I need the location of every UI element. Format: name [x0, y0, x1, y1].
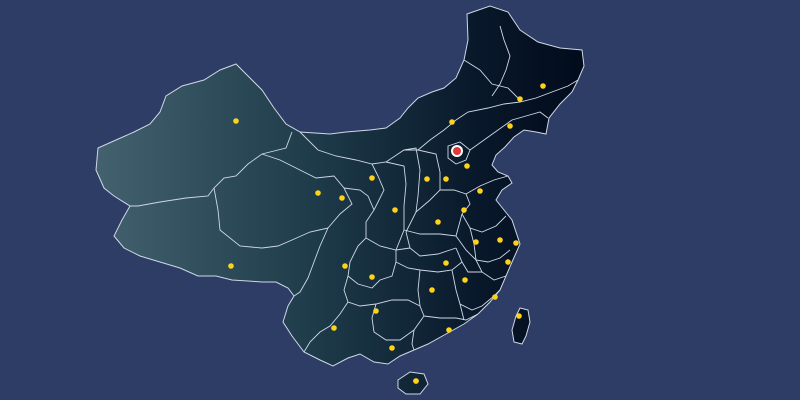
city-marker-gansu[interactable] — [339, 195, 345, 201]
city-marker-shandong-west[interactable] — [461, 207, 467, 213]
city-marker-shaanxi[interactable] — [369, 274, 375, 280]
hainan-island — [397, 371, 429, 395]
city-marker-henan[interactable] — [435, 219, 441, 225]
taiwan-island — [511, 307, 531, 345]
city-marker-fujian[interactable] — [492, 294, 498, 300]
city-marker-guangxi[interactable] — [446, 327, 452, 333]
city-marker-jilin[interactable] — [517, 96, 523, 102]
city-marker-yunnan[interactable] — [389, 345, 395, 351]
city-marker-anhui[interactable] — [473, 239, 479, 245]
city-marker-shandong[interactable] — [477, 188, 483, 194]
china-mainland — [95, 5, 585, 367]
city-marker-qinghai[interactable] — [315, 190, 321, 196]
city-marker-jiangxi[interactable] — [462, 277, 468, 283]
city-marker-shanghai[interactable] — [513, 240, 519, 246]
capital-marker-beijing[interactable] — [453, 147, 461, 155]
city-marker-xinjiang[interactable] — [233, 118, 239, 124]
city-marker-sichuan[interactable] — [342, 263, 348, 269]
city-marker-heilongjiang[interactable] — [540, 83, 546, 89]
city-marker-zhejiang[interactable] — [505, 259, 511, 265]
city-marker-chongqing[interactable] — [373, 308, 379, 314]
city-marker-hainan[interactable] — [413, 378, 419, 384]
city-marker-hebei-south[interactable] — [443, 176, 449, 182]
city-marker-taiwan[interactable] — [516, 313, 522, 319]
city-marker-tianjin[interactable] — [464, 163, 470, 169]
city-marker-ningxia[interactable] — [369, 175, 375, 181]
city-marker-liaoning[interactable] — [507, 123, 513, 129]
city-marker-hunan[interactable] — [429, 287, 435, 293]
city-marker-shanxi[interactable] — [392, 207, 398, 213]
city-marker-hebei[interactable] — [424, 176, 430, 182]
city-marker-tibet[interactable] — [228, 263, 234, 269]
city-marker-hubei[interactable] — [443, 260, 449, 266]
city-marker-jiangsu[interactable] — [497, 237, 503, 243]
city-markers — [228, 83, 546, 384]
city-marker-inner-mongolia[interactable] — [449, 119, 455, 125]
city-marker-guizhou[interactable] — [331, 325, 337, 331]
